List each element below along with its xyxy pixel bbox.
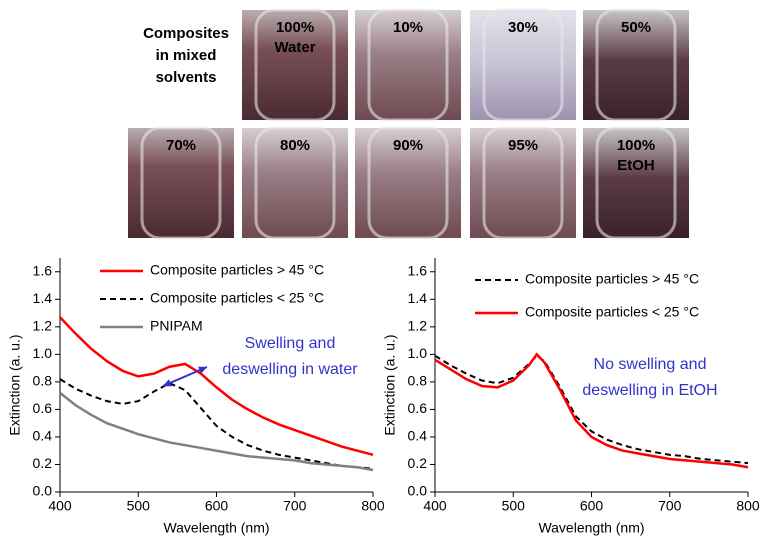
vial-label: EtOH	[617, 157, 655, 174]
y-tick-label: 1.4	[408, 290, 428, 306]
vial-label: 50%	[621, 19, 651, 36]
y-tick-label: 0.6	[33, 400, 53, 416]
y-tick-label: 0.2	[33, 455, 53, 471]
data-line	[60, 393, 373, 470]
x-tick-label: 500	[127, 498, 151, 514]
legend-label: Composite particles > 45 °C	[150, 262, 324, 278]
y-tick-label: 1.6	[408, 262, 428, 278]
x-tick-label: 500	[502, 498, 526, 514]
figure: Composites in mixed solvents 100% Water 10% 30…	[0, 0, 763, 537]
x-tick-label: 400	[48, 498, 72, 514]
x-tick-label: 600	[205, 498, 229, 514]
vial-label: Water	[274, 39, 315, 56]
y-tick-label: 1.4	[33, 290, 53, 306]
legend-label: Composite particles < 25 °C	[150, 290, 324, 306]
y-tick-label: 0.0	[408, 483, 428, 499]
x-tick-label: 600	[580, 498, 604, 514]
photo-panel-title: solvents	[156, 69, 217, 86]
y-tick-label: 0.0	[33, 483, 53, 499]
x-tick-label: 700	[283, 498, 307, 514]
vial-label: 70%	[166, 137, 196, 154]
x-axis-title: Wavelength (nm)	[163, 520, 269, 536]
vial-label: 80%	[280, 137, 310, 154]
photo-panel: Composites in mixed solvents 100% Water 10% 30…	[128, 10, 689, 238]
annotation: deswelling in EtOH	[582, 382, 717, 399]
chart-panel: 0.0 0.2 0.4 0.6 0.8 1.0 1.2 1.4 1.6 400 500 600 700 8…	[7, 258, 760, 536]
y-tick-label: 0.4	[408, 428, 428, 444]
x-tick-label: 400	[423, 498, 447, 514]
legend-label: Composite particles < 25 °C	[525, 304, 699, 320]
y-tick-label: 1.6	[33, 262, 53, 278]
vial-label: 100%	[276, 19, 314, 36]
x-tick-label: 800	[736, 498, 760, 514]
y-tick-label: 1.0	[33, 345, 53, 361]
photo-panel-title: in mixed	[156, 47, 217, 64]
x-axis-title: Wavelength (nm)	[538, 520, 644, 536]
vial-label: 95%	[508, 137, 538, 154]
y-tick-label: 0.6	[408, 400, 428, 416]
y-tick-label: 0.8	[33, 373, 53, 389]
vial-label: 10%	[393, 19, 423, 36]
y-axis-title: Extinction (a. u.)	[7, 334, 23, 435]
annotation: deswelling in water	[222, 361, 358, 378]
annotation: Swelling and	[245, 335, 336, 352]
y-tick-label: 1.2	[408, 318, 428, 334]
y-tick-label: 0.8	[408, 373, 428, 389]
vial-label: 90%	[393, 137, 423, 154]
annotation: No swelling and	[594, 356, 707, 373]
y-tick-label: 0.2	[408, 455, 428, 471]
vial-label: 100%	[617, 137, 655, 154]
legend-label: PNIPAM	[150, 318, 203, 334]
y-tick-label: 1.2	[33, 318, 53, 334]
x-tick-label: 700	[658, 498, 682, 514]
x-tick-label: 800	[361, 498, 385, 514]
legend-label: Composite particles > 45 °C	[525, 271, 699, 287]
y-axis-title: Extinction (a. u.)	[382, 334, 398, 435]
vial-label: 30%	[508, 19, 538, 36]
y-tick-label: 0.4	[33, 428, 53, 444]
photo-panel-title: Composites	[143, 25, 229, 42]
y-tick-label: 1.0	[408, 345, 428, 361]
